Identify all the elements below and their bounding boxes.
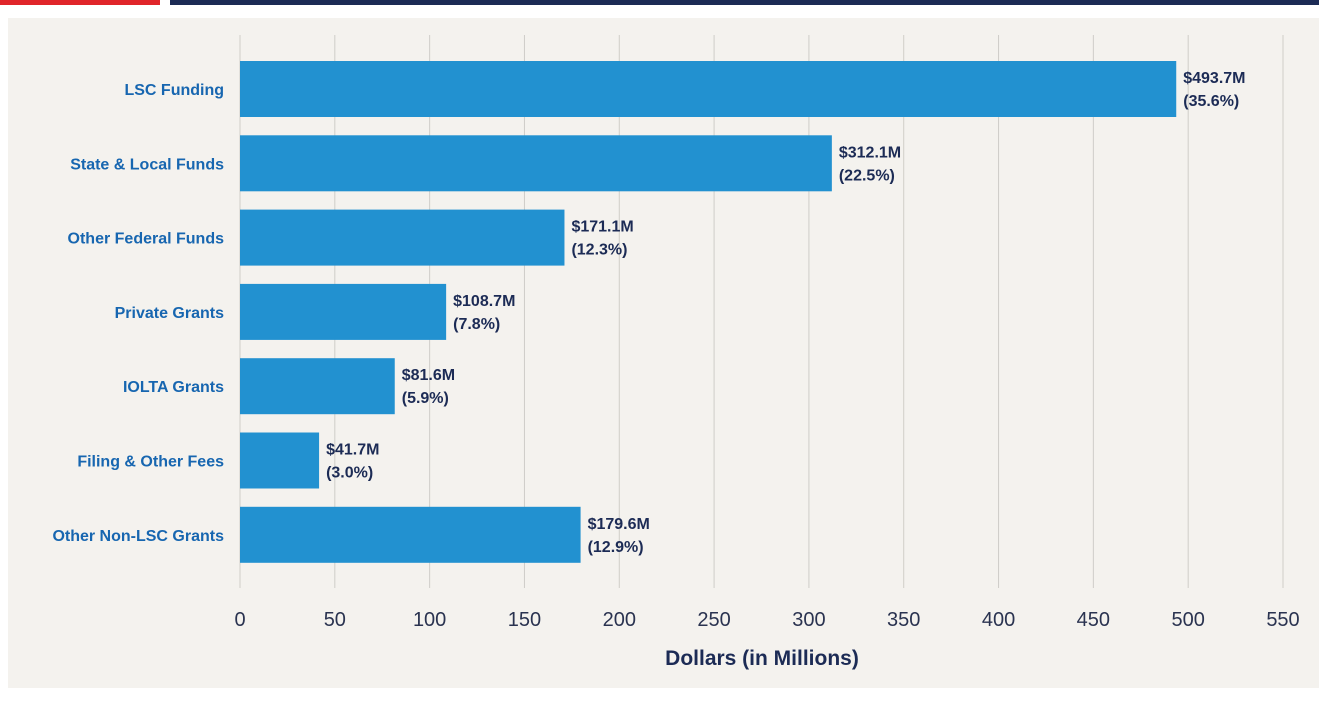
value-label: $81.6M <box>402 367 455 384</box>
x-axis-title: Dollars (in Millions) <box>665 647 859 670</box>
category-label: Private Grants <box>115 305 224 322</box>
bars <box>240 61 1177 563</box>
bar <box>240 61 1177 117</box>
header-rule <box>170 0 1319 5</box>
x-tick-label: 250 <box>697 609 730 631</box>
bar <box>240 358 395 415</box>
x-tick-label: 150 <box>508 609 541 631</box>
x-axis-ticks: 0 50 100 150 200 250 300 350 400 450 500 550 <box>234 609 1299 631</box>
value-label: $312.1M <box>839 144 901 161</box>
percent-label: (35.6%) <box>1183 93 1239 110</box>
x-tick-label: 350 <box>887 609 920 631</box>
x-tick-label: 200 <box>603 609 636 631</box>
value-label: $108.7M <box>453 293 515 310</box>
chart-panel <box>8 18 1319 688</box>
category-label: Other Federal Funds <box>68 231 225 248</box>
bar <box>240 209 565 266</box>
category-label: IOLTA Grants <box>123 379 224 396</box>
value-label: $493.7M <box>1183 70 1245 87</box>
x-tick-label: 500 <box>1171 609 1204 631</box>
bar <box>240 432 320 489</box>
x-tick-label: 100 <box>413 609 446 631</box>
x-tick-label: 300 <box>792 609 825 631</box>
bar <box>240 135 832 192</box>
value-label: $171.1M <box>571 219 633 236</box>
value-labels: $493.7M (35.6%) $312.1M (22.5%) $171.1M (12.3… <box>326 70 1245 556</box>
percent-label: (12.3%) <box>571 242 627 259</box>
category-labels: LSC Funding State & Local Funds Other Fede… <box>52 82 224 545</box>
category-label: Other Non-LSC Grants <box>52 528 224 545</box>
bar <box>240 506 581 563</box>
value-label: $41.7M <box>326 442 379 459</box>
percent-label: (5.9%) <box>402 390 449 407</box>
x-tick-label: 400 <box>982 609 1015 631</box>
category-label: State & Local Funds <box>70 156 224 173</box>
x-tick-label: 0 <box>234 609 245 631</box>
percent-label: (12.9%) <box>588 539 644 556</box>
x-tick-label: 50 <box>324 609 346 631</box>
category-label: LSC Funding <box>124 82 224 99</box>
value-label: $179.6M <box>588 516 650 533</box>
bar <box>240 283 447 340</box>
x-tick-label: 450 <box>1077 609 1110 631</box>
accent-red-bar <box>0 0 160 5</box>
percent-label: (7.8%) <box>453 316 500 333</box>
category-label: Filing & Other Fees <box>77 454 224 471</box>
percent-label: (22.5%) <box>839 167 895 184</box>
x-tick-label: 550 <box>1266 609 1299 631</box>
percent-label: (3.0%) <box>326 465 373 482</box>
